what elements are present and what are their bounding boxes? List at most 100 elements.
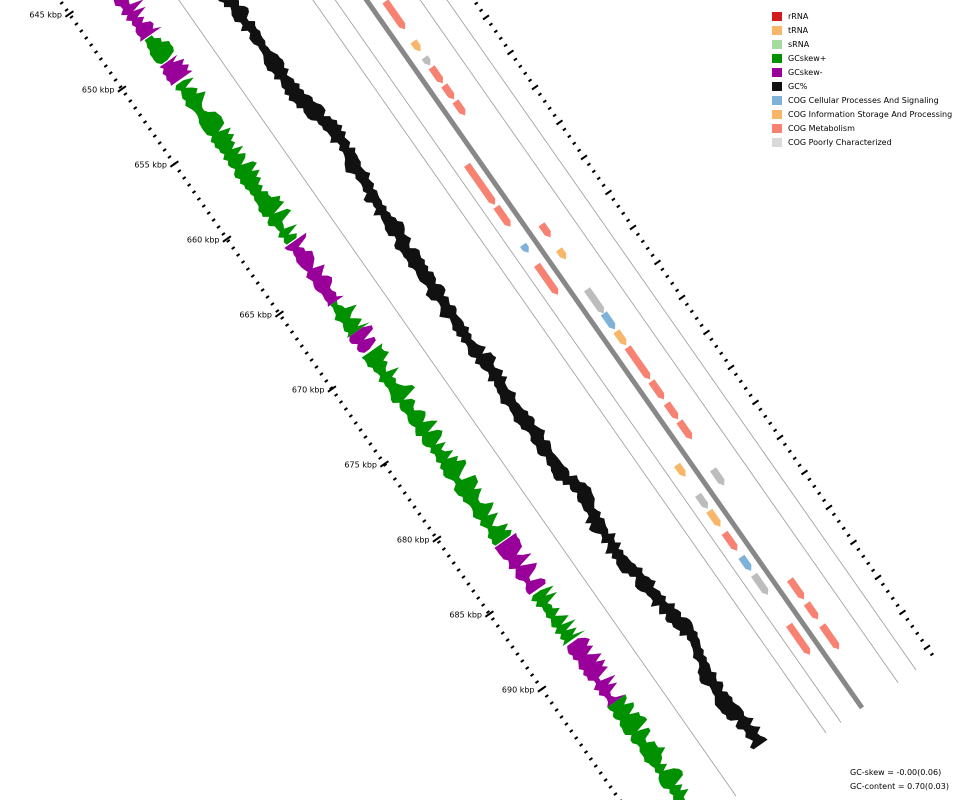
- ruler-minor-tick: [353, 421, 358, 425]
- ruler-minor-tick: [64, 8, 69, 12]
- outer-minor-tick: [474, 1, 479, 6]
- ruler-minor-tick: [285, 323, 290, 327]
- outer-minor-tick: [866, 561, 871, 566]
- gene-feature-cog-poorly: [710, 467, 725, 486]
- outer-minor-tick: [591, 169, 596, 174]
- gene-feature-cog-cellular: [520, 242, 529, 253]
- ruler-label: 675 kbp: [344, 460, 377, 469]
- ring-guide-line: [419, 0, 899, 683]
- ruler-minor-tick: [559, 715, 564, 719]
- gene-feature-cog-metabolism: [624, 345, 651, 380]
- ruler-minor-tick: [147, 127, 152, 131]
- outer-minor-tick: [665, 274, 670, 279]
- gene-feature-cog-metabolism: [428, 65, 443, 84]
- gc-content-stat: GC-content = 0.70(0.03): [850, 782, 949, 791]
- ruler-minor-tick: [236, 253, 241, 257]
- ruler-minor-tick: [348, 414, 353, 418]
- ruler-label: 650 kbp: [82, 85, 115, 94]
- outer-major-tick: [776, 434, 784, 441]
- gene-feature-cog-metabolism: [676, 419, 693, 440]
- gc-skew-stat: GC-skew = -0.00(0.06): [850, 768, 942, 777]
- ruler-minor-tick: [226, 239, 231, 243]
- outer-minor-tick: [577, 148, 582, 153]
- ruler-minor-tick: [275, 309, 280, 313]
- ruler-minor-tick: [466, 582, 471, 586]
- ruler-minor-tick: [588, 757, 593, 761]
- outer-tick-ring: [474, 1, 934, 657]
- ruler-minor-tick: [500, 631, 505, 635]
- ruler-minor-tick: [383, 463, 388, 467]
- outer-major-tick: [482, 14, 490, 21]
- outer-minor-tick: [689, 309, 694, 314]
- ruler-minor-tick: [456, 568, 461, 572]
- ruler-minor-tick: [613, 792, 618, 796]
- outer-major-tick: [653, 259, 662, 266]
- ruler-minor-tick: [334, 393, 339, 397]
- outer-minor-tick: [518, 64, 523, 69]
- outer-major-tick: [727, 364, 735, 371]
- ruler-minor-tick: [407, 498, 412, 502]
- outer-minor-tick: [503, 43, 508, 48]
- outer-minor-tick: [586, 162, 591, 167]
- ruler-minor-tick: [515, 652, 520, 656]
- outer-minor-tick: [488, 22, 493, 27]
- legend-item-gc-percent: GC%: [772, 79, 958, 93]
- ruler-minor-tick: [93, 50, 99, 54]
- outer-minor-tick: [719, 351, 724, 356]
- legend-swatch: [772, 95, 782, 105]
- ruler-minor-tick: [402, 491, 407, 495]
- ruler-minor-tick: [490, 617, 495, 621]
- ruler-minor-tick: [289, 330, 295, 334]
- outer-minor-tick: [640, 239, 645, 244]
- ring-guide-line: [446, 0, 917, 671]
- gc-skew-minus-segment: [284, 232, 344, 307]
- outer-minor-tick: [552, 113, 557, 118]
- ruler-minor-tick: [481, 603, 486, 607]
- outer-minor-tick: [831, 512, 836, 517]
- gene-feature-cog-poorly: [751, 572, 769, 595]
- outer-minor-tick: [890, 596, 895, 601]
- ruler-minor-tick: [196, 197, 201, 201]
- gc-skew-minus-segment: [567, 637, 626, 708]
- gene-feature-cog-metabolism: [534, 262, 559, 295]
- outer-minor-tick: [763, 414, 768, 419]
- ruler-minor-tick: [240, 260, 246, 264]
- ruler-minor-tick: [525, 666, 530, 670]
- gene-feature-cog-metabolism: [787, 577, 805, 600]
- ruler-minor-tick: [98, 57, 103, 61]
- backbone: [363, 0, 865, 710]
- ruler-label: 680 kbp: [397, 535, 430, 544]
- outer-major-tick: [800, 469, 809, 476]
- ruler-minor-tick: [476, 596, 481, 600]
- outer-major-tick: [874, 574, 882, 581]
- gc-skew-minus-segment: [159, 54, 193, 86]
- outer-minor-tick: [871, 568, 876, 573]
- legend-label: GCskew-: [788, 67, 823, 77]
- outer-minor-tick: [836, 519, 841, 524]
- gene-feature-cog-information: [613, 329, 627, 346]
- gc-content-track: [218, 0, 768, 750]
- ruler-label: 685 kbp: [449, 610, 482, 619]
- legend-label: GCskew+: [788, 53, 827, 63]
- outer-major-tick: [678, 294, 686, 301]
- gene-feature-cog-cellular: [738, 554, 752, 571]
- outer-minor-tick: [660, 267, 665, 272]
- gene-feature-cog-metabolism: [452, 99, 466, 116]
- outer-minor-tick: [562, 127, 567, 132]
- outer-minor-tick: [782, 442, 787, 447]
- ruler-minor-tick: [74, 22, 79, 26]
- ruler-major-tick: [537, 685, 547, 693]
- gc-skew-plus-segment: [607, 694, 689, 800]
- legend-label: tRNA: [788, 25, 809, 35]
- ruler-minor-tick: [206, 211, 211, 215]
- ruler-minor-tick: [446, 554, 451, 558]
- ruler-minor-tick: [549, 701, 554, 705]
- ruler-minor-tick: [471, 589, 476, 593]
- outer-minor-tick: [733, 372, 738, 377]
- outer-minor-tick: [626, 218, 631, 223]
- legend-item-cog-information: COG Information Storage And Processing: [772, 107, 958, 121]
- ruler-label: 660 kbp: [187, 235, 220, 244]
- outer-minor-tick: [567, 134, 572, 139]
- ruler-label: 670 kbp: [292, 385, 325, 394]
- gene-feature-cog-metabolism: [648, 379, 665, 400]
